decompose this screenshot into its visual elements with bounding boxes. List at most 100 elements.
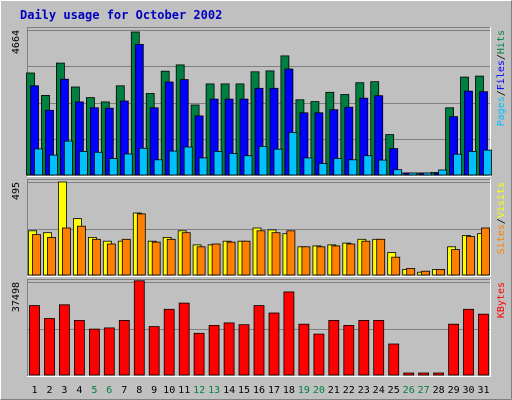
x-tick-label-day-8: 8 xyxy=(136,385,142,396)
panel-series-label: Sites/Visits xyxy=(496,182,507,254)
bar-pages-day-29 xyxy=(453,153,463,176)
bar-kbytes-day-29 xyxy=(448,323,460,376)
bar-pages-day-22 xyxy=(348,159,358,176)
bar-sites-day-22 xyxy=(346,243,356,276)
bar-sites-day-14 xyxy=(226,241,236,276)
bar-pages-day-16 xyxy=(258,145,268,176)
x-tick-label-day-14: 14 xyxy=(223,385,235,396)
bar-pages-day-21 xyxy=(333,158,343,176)
series-label-part: / xyxy=(496,218,507,224)
bar-pages-day-24 xyxy=(378,159,388,176)
bar-sites-day-28 xyxy=(436,268,446,276)
bar-pages-day-12 xyxy=(198,157,208,176)
bar-pages-day-18 xyxy=(288,131,298,176)
bar-sites-day-18 xyxy=(286,230,296,276)
series-label-part: Pages xyxy=(496,96,507,126)
series-label-part: / xyxy=(496,54,507,60)
x-tick-label-day-28: 28 xyxy=(433,385,445,396)
bar-kbytes-day-30 xyxy=(463,308,474,376)
bar-sites-day-10 xyxy=(166,238,176,276)
bar-pages-day-2 xyxy=(49,154,58,176)
bar-kbytes-day-7 xyxy=(118,319,130,376)
panel-visits-sites: 495 Sites/Visits xyxy=(11,179,507,277)
x-tick-label-day-11: 11 xyxy=(178,385,190,396)
bar-pages-day-13 xyxy=(213,150,223,176)
bar-sites-day-16 xyxy=(256,230,266,276)
x-tick-label-day-24: 24 xyxy=(373,385,385,396)
bar-kbytes-day-9 xyxy=(148,326,160,376)
bar-pages-day-10 xyxy=(168,150,178,176)
ymax-label: 4664 xyxy=(11,30,22,54)
x-tick-label-day-15: 15 xyxy=(238,385,250,396)
series-label-part: Files xyxy=(496,60,507,90)
x-tick-label-day-7: 7 xyxy=(121,385,127,396)
x-tick-label-day-20: 20 xyxy=(313,385,325,396)
chart-panels: 4664Pages/Files/Hits495Sites/Visits37498… xyxy=(11,27,507,377)
bar-kbytes-day-4 xyxy=(74,319,85,376)
panel-series-label: KBytes xyxy=(496,282,507,318)
x-tick-label-day-13: 13 xyxy=(208,385,220,396)
bar-sites-day-9 xyxy=(151,241,161,276)
bar-kbytes-day-14 xyxy=(223,322,235,376)
bar-pages-day-15 xyxy=(243,155,253,176)
bar-kbytes-day-16 xyxy=(253,305,265,376)
bar-pages-day-1 xyxy=(34,148,43,176)
bar-kbytes-day-31 xyxy=(478,313,489,376)
panel-series-label: Pages/Files/Hits xyxy=(496,30,507,126)
ymax-label: 495 xyxy=(11,182,22,200)
bar-kbytes-day-8 xyxy=(133,280,145,376)
bar-sites-day-1 xyxy=(32,234,41,276)
panel-kbytes: 37498 KBytes xyxy=(11,279,507,377)
x-tick-label-day-25: 25 xyxy=(388,385,400,396)
bar-kbytes-day-24 xyxy=(373,319,385,376)
x-tick-label-day-17: 17 xyxy=(268,385,280,396)
x-tick-label-day-1: 1 xyxy=(31,385,37,396)
bar-kbytes-day-17 xyxy=(268,312,280,376)
bar-kbytes-day-26 xyxy=(403,372,415,376)
bar-pages-day-20 xyxy=(318,163,328,176)
bar-pages-day-28 xyxy=(438,169,448,176)
ymax-label: 37498 xyxy=(11,282,22,312)
bar-kbytes-day-11 xyxy=(178,302,190,376)
x-tick-label-day-22: 22 xyxy=(343,385,355,396)
x-tick-label-day-29: 29 xyxy=(448,385,460,396)
bar-sites-day-13 xyxy=(211,243,221,276)
bar-pages-day-17 xyxy=(273,148,283,176)
bar-pages-day-8 xyxy=(138,147,148,176)
bar-sites-day-5 xyxy=(92,238,101,276)
bar-sites-day-7 xyxy=(121,238,131,276)
x-tick-label-day-6: 6 xyxy=(106,385,112,396)
series-label-part: Sites xyxy=(496,224,507,254)
bar-kbytes-day-25 xyxy=(388,343,400,376)
bar-sites-day-11 xyxy=(181,232,191,276)
x-tick-label-day-31: 31 xyxy=(477,385,489,396)
bar-sites-day-3 xyxy=(62,227,71,276)
bar-sites-day-2 xyxy=(47,236,56,276)
bar-sites-day-15 xyxy=(241,240,251,276)
bar-kbytes-day-10 xyxy=(163,308,175,376)
x-tick-label-day-19: 19 xyxy=(298,385,310,396)
bar-sites-day-21 xyxy=(331,245,341,276)
bar-sites-day-27 xyxy=(421,270,431,276)
bar-pages-day-7 xyxy=(123,153,133,176)
bar-pages-day-6 xyxy=(108,158,118,176)
bar-kbytes-day-12 xyxy=(193,332,205,376)
x-tick-label-day-26: 26 xyxy=(403,385,415,396)
bar-sites-day-24 xyxy=(376,238,386,276)
bar-kbytes-day-28 xyxy=(433,372,445,376)
bar-sites-day-26 xyxy=(406,267,416,276)
bar-sites-day-4 xyxy=(77,225,86,276)
bar-pages-day-9 xyxy=(153,159,163,176)
bar-pages-day-30 xyxy=(468,150,477,176)
bar-pages-day-5 xyxy=(94,151,103,176)
bar-sites-day-6 xyxy=(106,243,116,276)
bar-pages-day-26 xyxy=(408,172,418,176)
series-label-part: Hits xyxy=(496,30,507,54)
bar-pages-day-11 xyxy=(183,146,193,176)
bar-kbytes-day-18 xyxy=(283,291,295,376)
bar-kbytes-day-5 xyxy=(89,328,100,376)
bar-sites-day-20 xyxy=(316,246,326,276)
x-tick-label-day-23: 23 xyxy=(358,385,370,396)
